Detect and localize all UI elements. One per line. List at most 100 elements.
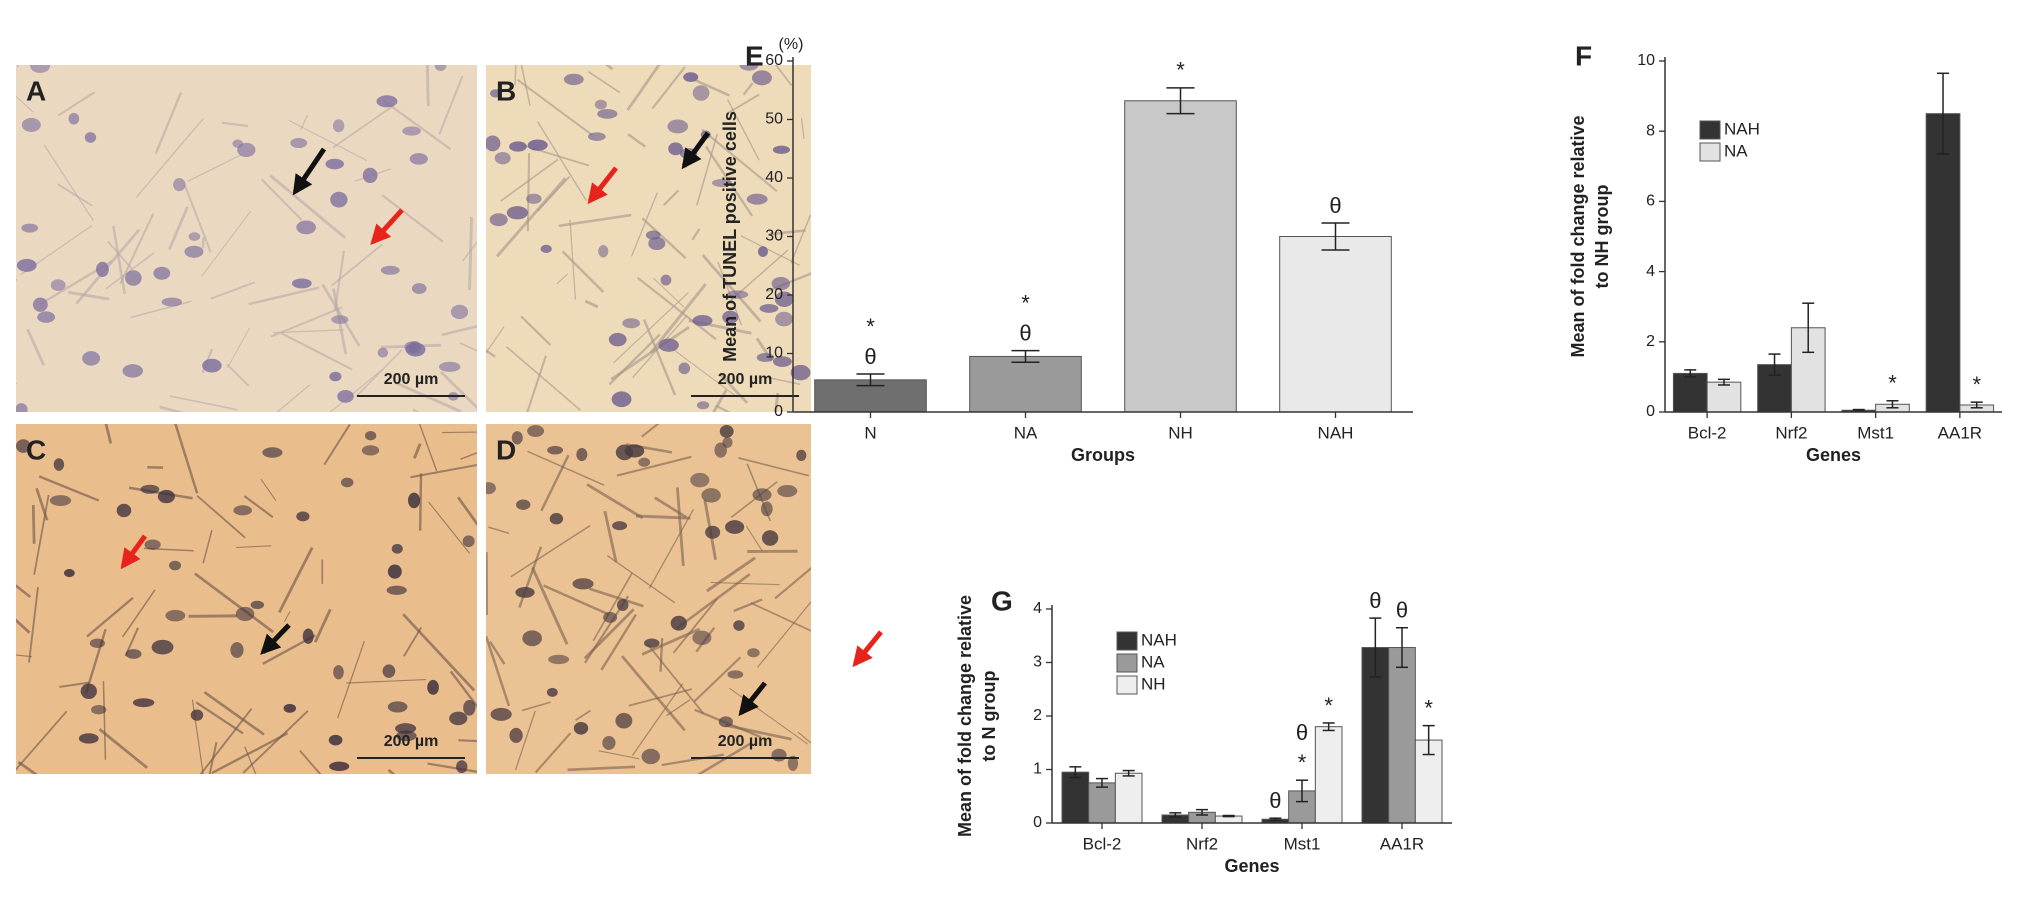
cell xyxy=(463,699,476,716)
bar xyxy=(1061,771,1090,824)
legend-swatch xyxy=(1699,142,1721,162)
x-axis-label: Genes xyxy=(1806,445,1861,465)
fiber xyxy=(774,65,793,87)
cell xyxy=(331,315,349,324)
fiber xyxy=(202,529,213,564)
cell xyxy=(771,276,791,291)
fiber xyxy=(428,501,471,554)
cell xyxy=(376,95,398,108)
cell xyxy=(598,245,609,258)
fiber xyxy=(495,177,567,258)
fiber xyxy=(16,65,19,68)
cell xyxy=(670,615,687,631)
fiber xyxy=(67,290,110,301)
cell xyxy=(125,270,142,286)
cell xyxy=(122,364,143,378)
cell xyxy=(751,70,772,86)
x-tick-label: NH xyxy=(1168,423,1193,442)
cell xyxy=(790,364,811,381)
cell xyxy=(576,447,588,462)
cell xyxy=(509,727,523,743)
cell xyxy=(608,332,627,347)
cell xyxy=(603,612,618,623)
fiber xyxy=(210,281,256,300)
fiber xyxy=(486,635,511,707)
cell xyxy=(91,705,107,715)
fiber xyxy=(57,183,93,207)
fiber xyxy=(283,611,291,622)
legend-label: NAH xyxy=(1724,119,1760,138)
fiber xyxy=(221,121,249,128)
cell xyxy=(572,578,594,590)
fiber xyxy=(621,655,686,732)
cell xyxy=(696,401,710,410)
cell xyxy=(486,482,496,495)
fiber xyxy=(98,728,148,769)
fiber xyxy=(313,608,332,643)
arrow xyxy=(370,208,404,245)
cell xyxy=(16,403,28,412)
fiber xyxy=(696,133,719,206)
cell xyxy=(290,138,308,149)
cell xyxy=(235,606,255,622)
fiber xyxy=(745,525,763,552)
annotation: * xyxy=(1424,695,1433,720)
cell xyxy=(587,132,606,141)
fiber xyxy=(649,283,707,354)
fiber xyxy=(333,250,346,311)
cell xyxy=(641,748,661,765)
fiber xyxy=(86,596,134,638)
arrow xyxy=(120,534,148,570)
fiber xyxy=(486,326,505,354)
fiber xyxy=(800,118,805,139)
x-tick-label: Bcl-2 xyxy=(1688,423,1727,442)
fiber xyxy=(672,598,718,654)
annotation: * xyxy=(1888,371,1897,396)
cell xyxy=(340,477,354,488)
cell xyxy=(658,338,679,352)
fiber xyxy=(567,765,636,772)
fiber xyxy=(299,749,322,774)
cell xyxy=(756,353,775,362)
legend-swatch xyxy=(1116,631,1138,651)
cell xyxy=(409,153,428,165)
cell xyxy=(173,178,186,192)
panel-label: F xyxy=(1575,40,1592,71)
fiber xyxy=(242,710,309,774)
fiber xyxy=(276,384,311,412)
fiber xyxy=(534,732,572,774)
fiber xyxy=(288,119,368,162)
fiber xyxy=(586,483,644,520)
fiber xyxy=(59,681,89,688)
cell xyxy=(727,670,744,679)
cell xyxy=(21,223,39,233)
y-tick-label: 0 xyxy=(1033,814,1042,831)
fiber xyxy=(402,613,476,692)
arrow xyxy=(292,147,327,196)
micrograph xyxy=(16,65,477,412)
arrow xyxy=(681,131,711,170)
fiber xyxy=(438,75,464,135)
y-tick-label: 1 xyxy=(1033,761,1042,778)
micrographs: A 200 µm B 200 µm C 200 µm D 200 µm xyxy=(16,65,811,774)
fiber xyxy=(332,104,395,149)
fiber xyxy=(38,475,100,502)
y-tick-label: 2 xyxy=(1646,333,1655,350)
legend-swatch xyxy=(1116,653,1138,673)
cell xyxy=(718,716,733,728)
x-tick-label: AA1R xyxy=(1938,423,1982,442)
cell xyxy=(494,151,511,165)
cell xyxy=(563,73,584,86)
fiber xyxy=(196,495,246,539)
fiber xyxy=(195,701,244,735)
cell xyxy=(230,642,244,658)
fiber xyxy=(119,213,155,285)
cell xyxy=(377,347,389,358)
fiber xyxy=(278,546,314,613)
cell xyxy=(546,687,558,697)
fiber xyxy=(505,346,581,411)
fiber xyxy=(381,194,444,243)
fiber xyxy=(652,277,685,308)
cell xyxy=(722,310,739,324)
fiber xyxy=(606,555,676,604)
